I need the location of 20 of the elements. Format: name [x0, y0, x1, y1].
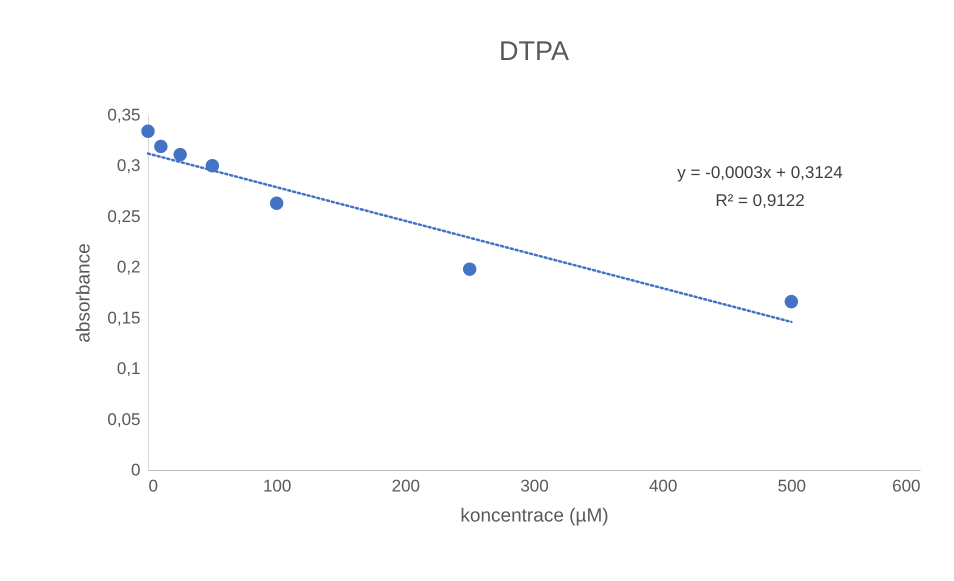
y-tick-label: 0,3: [116, 156, 140, 176]
x-tick-label: 300: [520, 476, 549, 496]
y-tick-label: 0,1: [116, 359, 140, 378]
x-tick-label: 600: [892, 476, 920, 496]
x-tick-label: 0: [148, 476, 158, 496]
y-axis-title: absorbance: [73, 243, 94, 343]
chart-title: DTPA: [498, 36, 570, 66]
x-axis-title: koncentrace (µM): [460, 506, 609, 526]
y-tick-label: 0,2: [116, 258, 140, 277]
y-tick-label: 0,25: [107, 206, 140, 226]
annotation: y = -0,0003x + 0,3124: [677, 163, 843, 182]
y-tick-label: 0,15: [107, 308, 140, 328]
x-tick-label: 100: [262, 476, 292, 496]
x-tick-label: 400: [648, 476, 678, 496]
y-tick-label: 0,05: [107, 410, 140, 429]
annotation: R² = 0,9122: [715, 191, 805, 210]
y-tick-label: 0: [131, 460, 140, 480]
x-tick-label: 200: [392, 476, 420, 496]
y-tick-label: 0,35: [107, 106, 140, 124]
x-tick-label: 500: [778, 476, 806, 496]
